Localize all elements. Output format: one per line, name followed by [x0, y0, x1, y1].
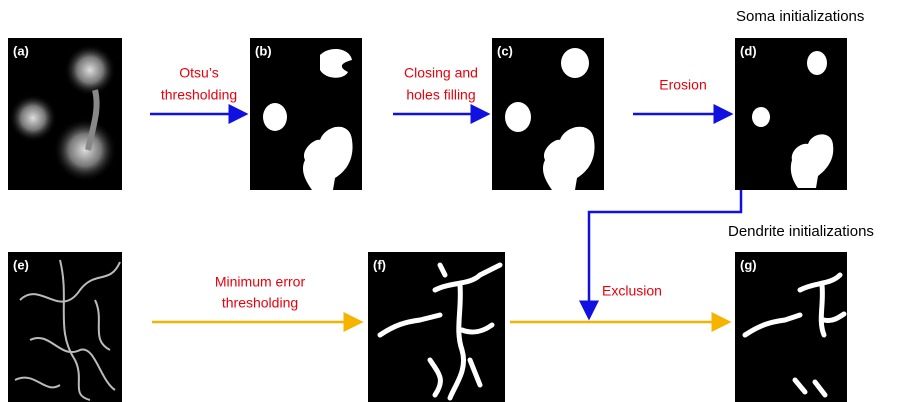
caption: Soma initializations [736, 8, 864, 25]
panel-label: (c) [497, 43, 513, 58]
panel-label: (d) [740, 43, 757, 58]
panel-label: (g) [740, 257, 757, 272]
step-label: thresholding [222, 295, 298, 311]
panel: (g) [735, 252, 847, 402]
panel: (c) [492, 38, 604, 190]
panel: (a) [8, 38, 122, 190]
step-label: Exclusion [602, 283, 662, 299]
panel-label: (a) [13, 43, 29, 58]
panel: (e) [8, 252, 122, 402]
panel-label: (f) [373, 257, 386, 272]
panel: (f) [368, 252, 505, 402]
panel-label: (e) [13, 257, 29, 272]
step-label: Closing and [404, 65, 478, 81]
panel-label: (b) [255, 43, 272, 58]
arrow [589, 190, 741, 318]
step-label: Minimum error [215, 274, 306, 290]
panel: (b) [250, 38, 362, 190]
panel: (d) [735, 38, 847, 190]
diagram: Soma initializations Dendrite initializa… [0, 0, 905, 402]
step-label: Erosion [659, 77, 706, 93]
step-label: thresholding [161, 87, 237, 103]
step-label: holes filling [406, 87, 475, 103]
step-label: Otsu’s [179, 65, 218, 81]
caption: Dendrite initializations [728, 223, 874, 240]
